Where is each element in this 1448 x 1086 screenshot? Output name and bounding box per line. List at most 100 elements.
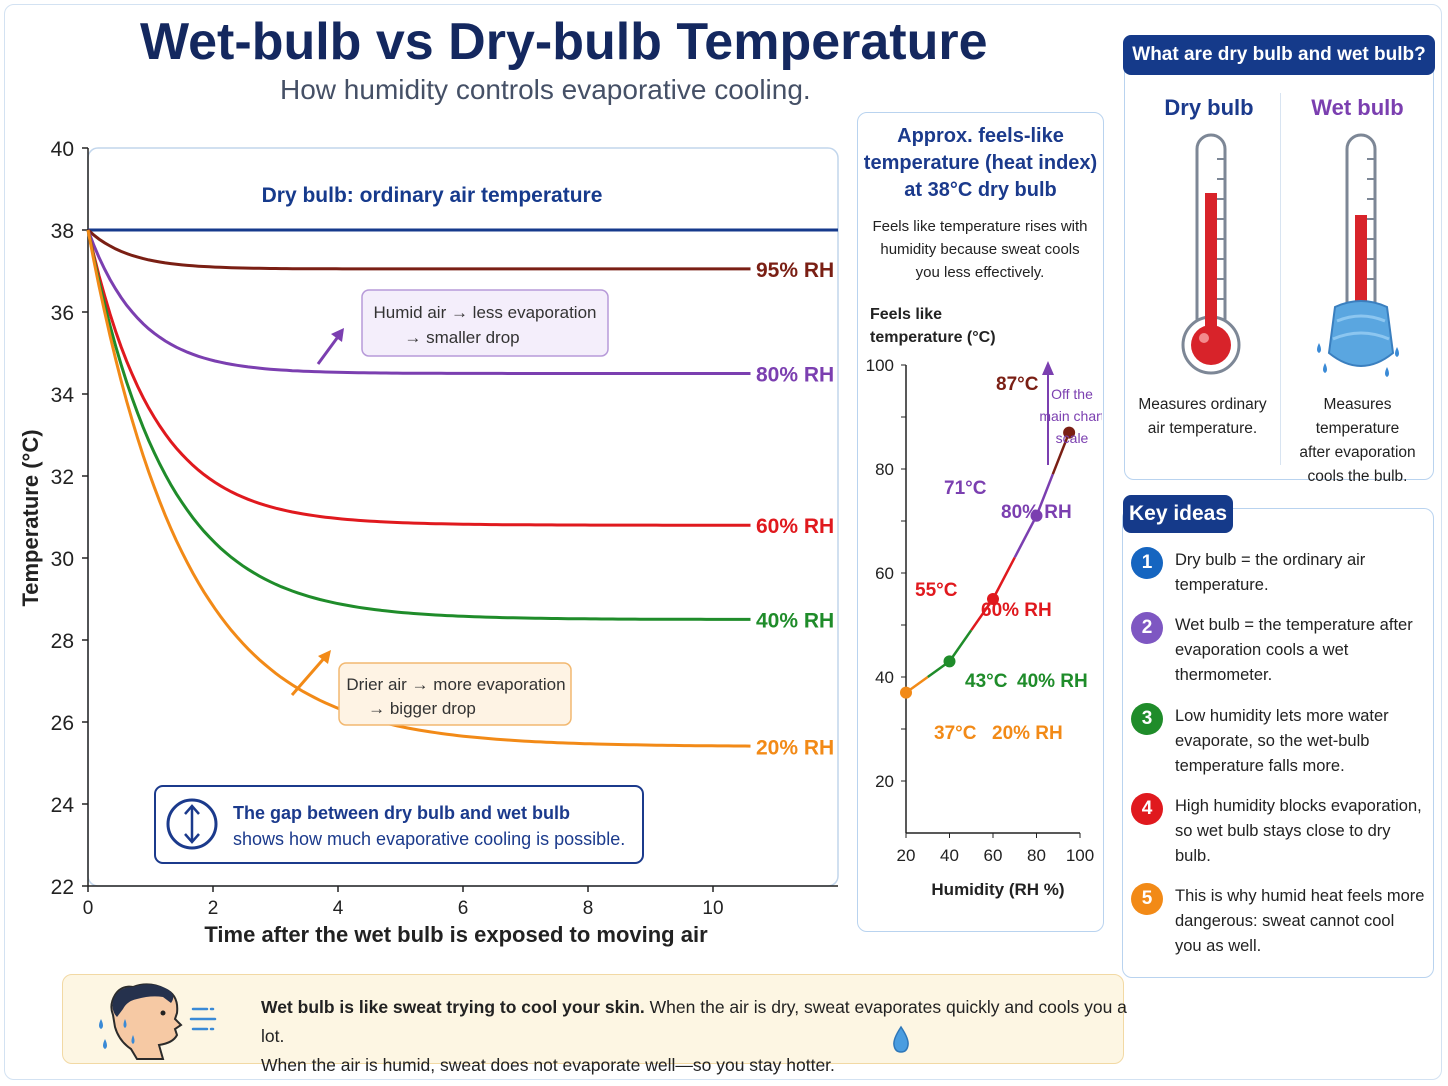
- dry-bulb-desc-line: Measures ordinary: [1138, 396, 1267, 413]
- annotation-humid-line-1: Humid air → less evaporation: [374, 303, 597, 322]
- side-line-segment: [1013, 515, 1038, 558]
- key-idea-number: 5: [1131, 883, 1163, 915]
- y-tick-label: 34: [51, 384, 75, 407]
- series-label: 20% RH: [756, 737, 834, 760]
- side-point-value-label: 87°C: [996, 374, 1039, 395]
- page-subtitle: How humidity controls evaporative coolin…: [280, 74, 811, 105]
- side-y-tick-label: 100: [866, 356, 894, 375]
- wet-bulb-thermometer-icon: [1317, 133, 1399, 377]
- side-y-tick-label: 80: [875, 460, 894, 479]
- x-axis-label: Time after the wet bulb is exposed to mo…: [204, 922, 708, 947]
- series-line: [86, 229, 751, 748]
- series-line: [87, 228, 751, 271]
- side-line-segment: [991, 556, 1016, 600]
- water-drop-icon: [893, 1025, 909, 1053]
- wet-bulb-desc-line: Measures temperature: [1315, 396, 1400, 437]
- key-idea-number: 1: [1131, 547, 1163, 579]
- page-frame: [4, 4, 1442, 1080]
- annotation-humid-line-2: → smaller drop: [404, 328, 519, 347]
- side-offscale-note: Off the: [1051, 386, 1093, 402]
- side-offscale-arrowhead: [1042, 361, 1054, 375]
- side-data-point: [1063, 426, 1076, 439]
- feels-like-title: Approx. feels-like temperature (heat ind…: [863, 125, 1098, 201]
- y-tick-label: 36: [51, 302, 74, 325]
- side-y-tick-label: 60: [875, 564, 894, 583]
- bottom-note-text-2: When the air is humid, sweat does not ev…: [261, 1055, 835, 1075]
- side-x-tick-label: 80: [1027, 846, 1046, 865]
- key-idea-number: 4: [1131, 793, 1163, 825]
- y-tick-label: 38: [51, 220, 74, 243]
- info-panel-header: What are dry bulb and wet bulb?: [1123, 35, 1435, 75]
- annotation-humid-box: [361, 289, 609, 357]
- side-line-segment: [1051, 432, 1071, 475]
- side-y-tick-label: 40: [875, 668, 894, 687]
- series-label: 60% RH: [756, 515, 834, 538]
- annotation-dry-arrow: [290, 655, 328, 696]
- wet-bulb-title: Wet bulb: [1311, 95, 1404, 120]
- side-point-value-label: 37°C: [934, 723, 977, 744]
- side-x-axis-label: Humidity (RH %): [931, 880, 1064, 899]
- key-idea-text: Low humidity lets more water evaporate, …: [1175, 707, 1389, 775]
- annotation-dry-line-1: Drier air → more evaporation: [346, 675, 565, 694]
- series-line: [86, 229, 751, 375]
- side-offscale-note: scale: [1056, 430, 1089, 446]
- bottom-note-text: Wet bulb is like sweat trying to cool yo…: [261, 993, 1141, 1080]
- side-line-segment: [1035, 473, 1054, 517]
- plot-frame: [87, 147, 839, 887]
- side-x-tick-label: 100: [1066, 846, 1094, 865]
- key-idea-number: 2: [1131, 612, 1163, 644]
- side-x-tick-label: 20: [897, 846, 916, 865]
- side-point-value-label: 55°C: [915, 580, 958, 601]
- side-line-segment: [970, 598, 995, 631]
- y-tick-label: 40: [51, 138, 74, 161]
- side-point-rh-label: 40% RH: [1017, 671, 1088, 692]
- dry-wet-info-panel: What are dry bulb and wet bulb? Dry bulb…: [1123, 35, 1435, 485]
- dry-bulb-thermometer-icon: [1181, 133, 1241, 375]
- annotation-dry-box: [338, 662, 572, 726]
- key-ideas-header: Key ideas: [1123, 495, 1233, 533]
- side-line-segment: [948, 629, 973, 663]
- key-idea-text: High humidity blocks evaporation, so wet…: [1175, 797, 1422, 865]
- feels-like-y-axis-label: Feels like temperature (°C): [870, 306, 996, 346]
- side-x-tick-label: 40: [940, 846, 959, 865]
- side-point-value-label: 43°C: [965, 671, 1008, 692]
- x-tick-label: 6: [458, 898, 469, 919]
- wet-bulb-desc-line: cools the bulb.: [1307, 468, 1408, 485]
- wet-bulb-description: Measures temperature after evaporation c…: [1280, 393, 1435, 489]
- series-line: [86, 229, 751, 621]
- key-idea-text: Wet bulb = the temperature after evapora…: [1175, 616, 1413, 684]
- series-line: [86, 229, 751, 527]
- dry-bulb-desc-line: air temperature.: [1147, 420, 1258, 437]
- dry-bulb-description: Measures ordinary air temperature.: [1125, 393, 1280, 441]
- y-tick-label: 22: [51, 876, 74, 899]
- panel-divider: [1280, 93, 1281, 465]
- side-point-rh-label: 80% RH: [1001, 502, 1072, 523]
- series-label: 80% RH: [756, 364, 834, 387]
- bottom-note-bold: Wet bulb is like sweat trying to cool yo…: [261, 997, 645, 1017]
- side-point-value-label: 71°C: [944, 478, 987, 499]
- dry-bulb-label: Dry bulb: ordinary air temperature: [262, 184, 603, 207]
- y-tick-label: 26: [51, 712, 74, 735]
- key-idea-text: Dry bulb = the ordinary air temperature.: [1175, 551, 1366, 594]
- bottom-note-line-1: Wet bulb is like sweat trying to cool yo…: [261, 993, 1141, 1051]
- bottom-note-text-1: When the air is dry, sweat evaporates qu…: [261, 997, 1127, 1046]
- side-point-rh-label: 20% RH: [992, 723, 1063, 744]
- y-tick-label: 28: [51, 630, 74, 653]
- bottom-note: Wet bulb is like sweat trying to cool yo…: [62, 974, 1127, 1075]
- series-label: 95% RH: [756, 259, 834, 282]
- feels-like-description: Feels like temperature rises with humidi…: [872, 218, 1088, 281]
- bottom-note-line-2: When the air is humid, sweat does not ev…: [261, 1051, 1141, 1080]
- side-data-point: [900, 686, 912, 699]
- key-idea-number: 3: [1131, 703, 1163, 735]
- dry-bulb-title: Dry bulb: [1164, 95, 1254, 120]
- wet-bulb-desc-line: after evaporation: [1299, 444, 1416, 461]
- annotation-dry-arrowhead: [318, 650, 331, 664]
- side-data-point: [987, 593, 999, 605]
- x-tick-label: 8: [583, 898, 594, 919]
- series-label: 40% RH: [756, 610, 834, 633]
- key-ideas-panel: Key ideas 1 Dry bulb = the ordinary air …: [1122, 495, 1434, 978]
- gap-callout-line-1: The gap between dry bulb and wet bulb: [233, 803, 570, 823]
- gap-callout-line-2: shows how much evaporative cooling is po…: [233, 829, 625, 849]
